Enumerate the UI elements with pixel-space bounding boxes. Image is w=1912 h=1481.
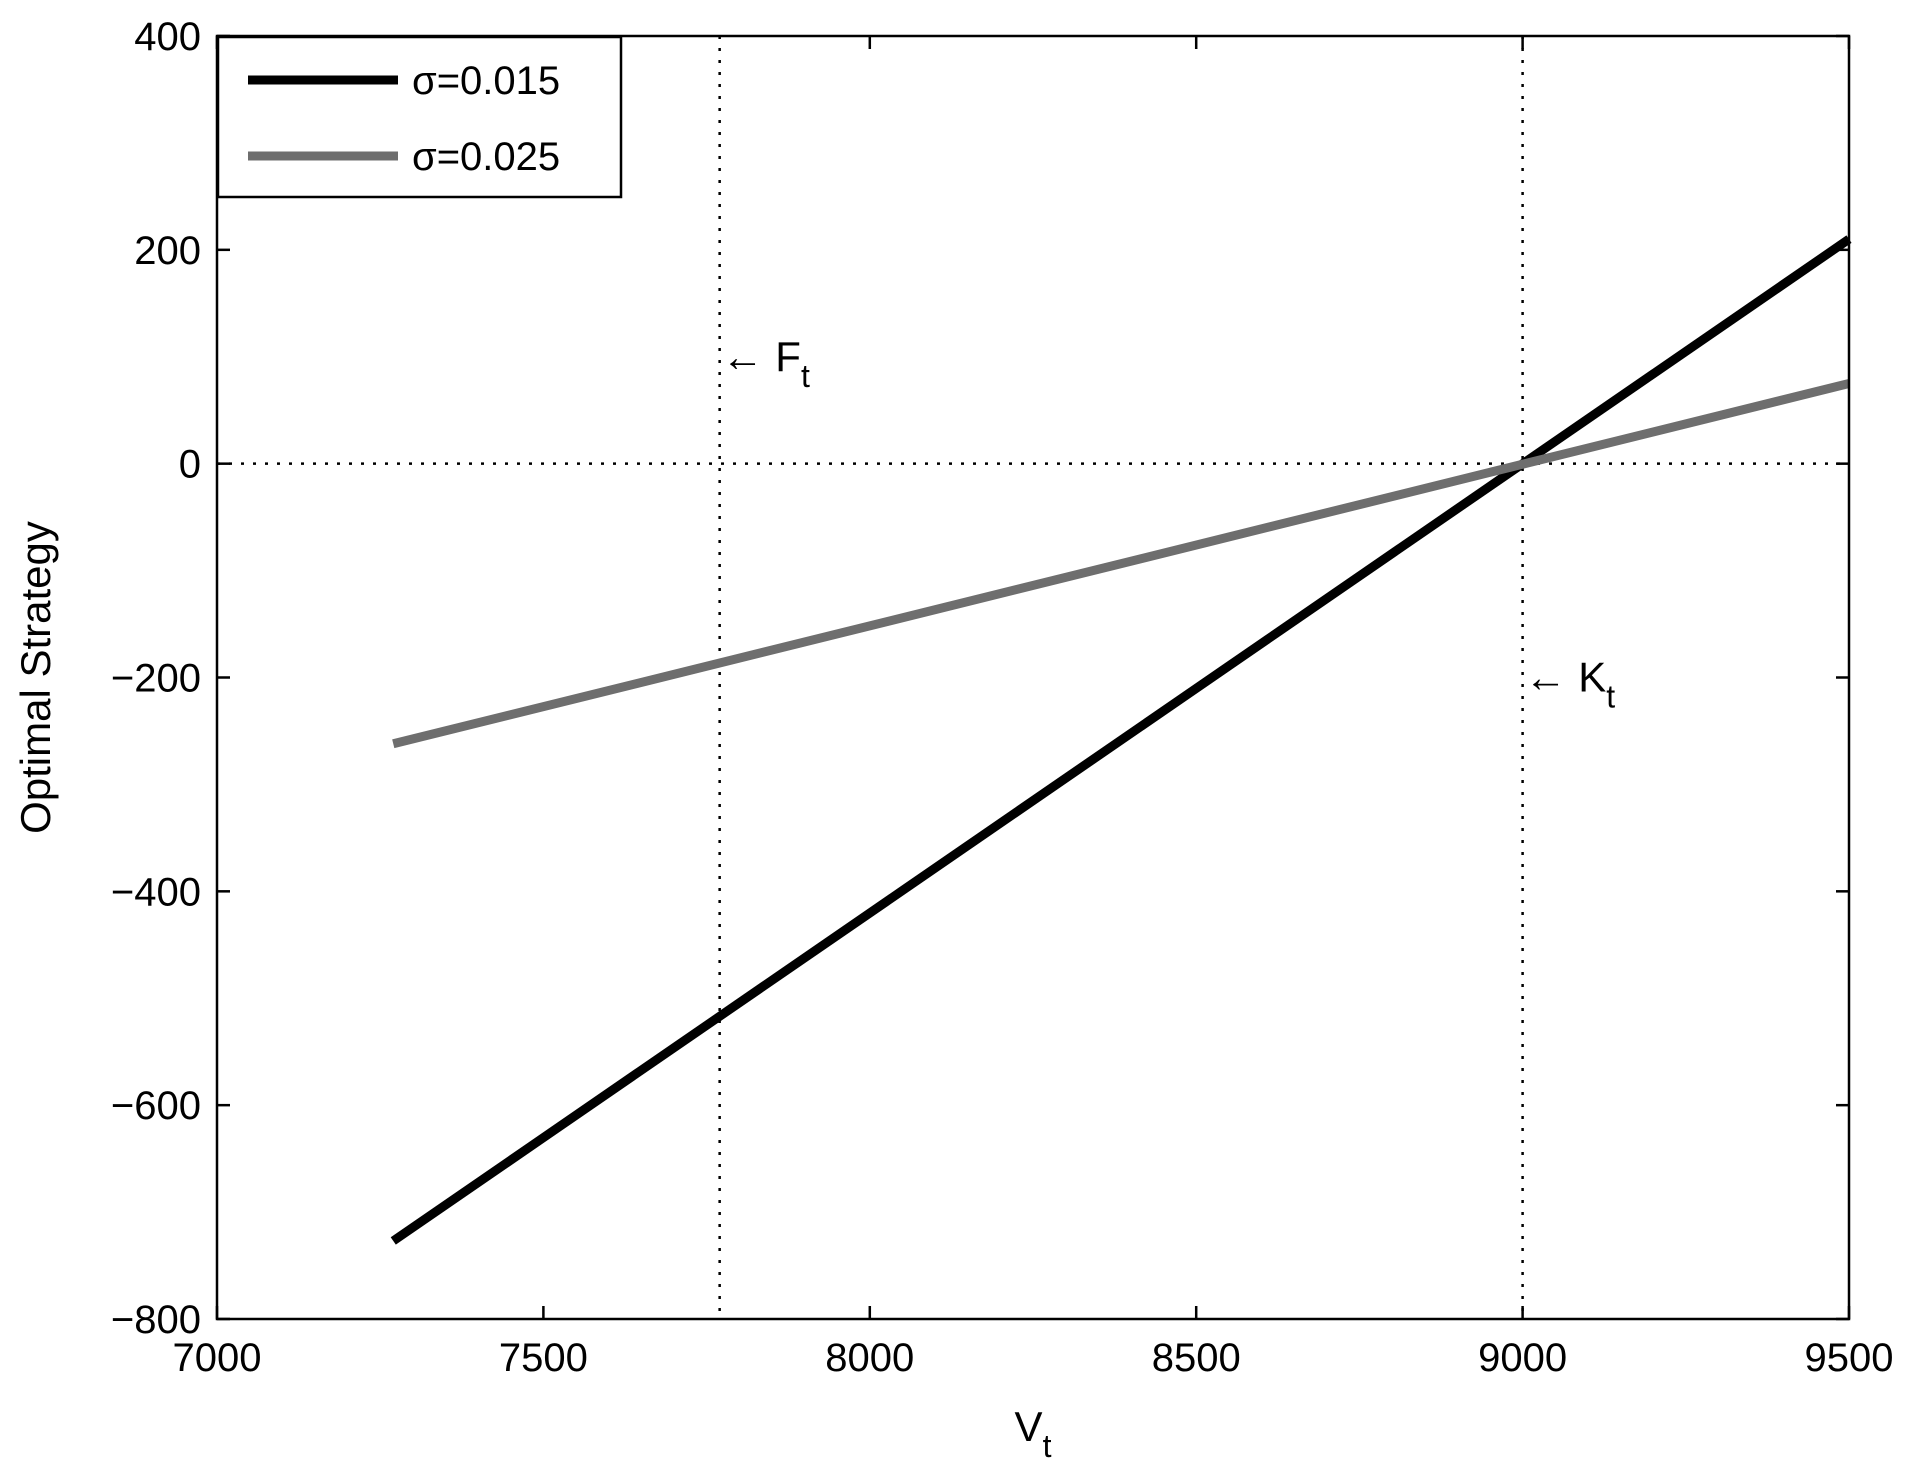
y-tick-label: 200 <box>134 229 201 273</box>
x-axis-label-main: V <box>1015 1403 1043 1450</box>
annotations: ← Ft ← Kt <box>722 333 1616 715</box>
reference-lines <box>217 36 1849 1319</box>
y-tick-label: −800 <box>111 1298 201 1342</box>
y-tick-label: −200 <box>111 657 201 701</box>
x-tick-label: 9500 <box>1805 1336 1894 1380</box>
x-tick-label: 7000 <box>173 1336 262 1380</box>
legend: σ=0.015 σ=0.025 <box>216 35 623 199</box>
annotation-f: ← Ft <box>722 333 810 394</box>
y-tick-label: −600 <box>111 1084 201 1128</box>
x-tick-label: 8500 <box>1152 1336 1241 1380</box>
x-tick-label: 9000 <box>1478 1336 1567 1380</box>
y-tick-label: −400 <box>111 870 201 914</box>
legend-label-2: σ=0.025 <box>412 135 560 179</box>
x-axis-label: Vt <box>1015 1403 1052 1464</box>
y-tick-label: 0 <box>179 443 201 487</box>
series-lines <box>390 235 1852 1245</box>
x-tick-label: 7500 <box>499 1336 588 1380</box>
legend-box <box>216 35 623 199</box>
y-axis-label: Optimal Strategy <box>12 521 59 834</box>
x-axis-label-subscript: t <box>1043 1428 1052 1464</box>
series-line-2 <box>392 379 1851 749</box>
legend-label-1: σ=0.015 <box>412 59 560 103</box>
y-tick-label: 400 <box>134 15 201 59</box>
x-tick-label: 8000 <box>825 1336 914 1380</box>
annotation-k: ← Kt <box>1525 654 1616 715</box>
axis-ticks: 7000 7500 8000 8500 9000 9500 −800 −600 −400 −200… <box>111 15 1894 1380</box>
series-line-1 <box>390 235 1852 1245</box>
